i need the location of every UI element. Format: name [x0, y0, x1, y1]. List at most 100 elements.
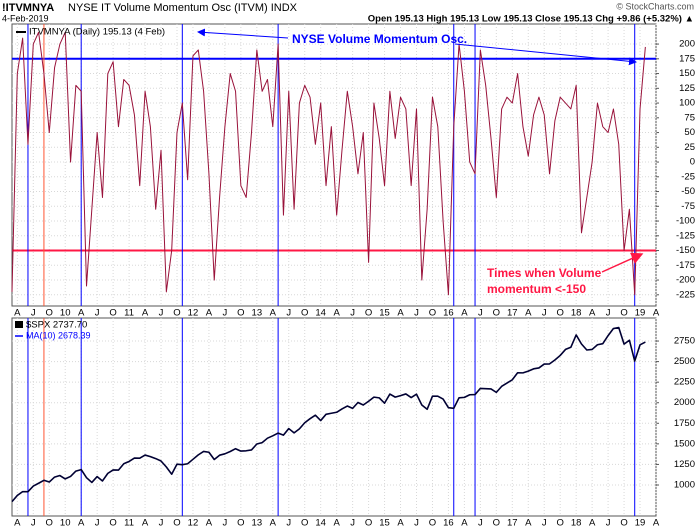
x-tick-label: J: [286, 518, 291, 529]
x-tick-label: A: [589, 308, 596, 319]
y-tick-label: 50: [684, 127, 695, 138]
x-tick-label: A: [78, 308, 85, 319]
x-tick-label: J: [606, 308, 611, 319]
index-name: NYSE IT Volume Momentum Osc (ITVM) INDX: [68, 2, 298, 14]
x-tick-label: 11: [124, 518, 134, 529]
x-tick-label: 19: [635, 518, 646, 529]
x-tick-label: A: [206, 308, 213, 319]
x-tick-label: O: [173, 308, 180, 319]
x-tick-label: O: [493, 518, 500, 529]
y-tick-label: -25: [681, 171, 695, 182]
y-tick-label: 2250: [674, 377, 695, 388]
x-tick-label: J: [159, 308, 164, 319]
x-tick-label: J: [350, 518, 355, 529]
y-tick-label: 200: [679, 39, 695, 50]
annotation-arrow: [197, 28, 289, 39]
x-tick-label: 11: [124, 308, 134, 319]
x-tick-label: O: [429, 308, 436, 319]
x-tick-label: J: [350, 308, 355, 319]
x-tick-label: J: [414, 308, 419, 319]
x-tick-label: A: [142, 308, 149, 319]
x-tick-label: 16: [443, 518, 454, 529]
y-tick-label: 125: [679, 83, 695, 94]
x-tick-label: O: [46, 518, 53, 529]
x-tick-label: A: [333, 308, 340, 319]
plot-frame: [11, 317, 657, 517]
x-tick-label: A: [270, 308, 277, 319]
y-tick-label: -150: [676, 245, 695, 256]
x-tick-label: J: [286, 308, 291, 319]
x-tick-label: A: [653, 308, 660, 319]
y-tick-label: -175: [676, 260, 695, 271]
y-tick-label: 2500: [674, 356, 695, 367]
x-tick-label: A: [142, 518, 149, 529]
x-tick-label: J: [606, 518, 611, 529]
x-tick-label: O: [301, 308, 308, 319]
y-tick-label: 1750: [674, 418, 695, 429]
x-tick-label: 14: [315, 518, 326, 529]
x-tick-label: O: [173, 518, 180, 529]
x-tick-label: O: [365, 518, 372, 529]
x-tick-label: A: [333, 518, 340, 529]
x-tick-label: J: [542, 308, 547, 319]
y-tick-label: 150: [679, 68, 695, 79]
date: 4-Feb-2019: [2, 13, 49, 23]
y-tick-label: 0: [690, 157, 695, 168]
x-tick-label: A: [397, 308, 404, 319]
x-tick-label: J: [31, 518, 36, 529]
x-tick-label: 12: [188, 308, 199, 319]
series-line: [11, 326, 646, 503]
x-tick-label: 19: [635, 308, 646, 319]
x-tick-label: 10: [60, 518, 71, 529]
x-tick-label: 13: [252, 518, 263, 529]
symbol: !ITVMNYA: [2, 2, 54, 14]
legend-label: $SPX 2737.70: [26, 320, 87, 331]
y-tick-label: 75: [684, 112, 695, 123]
x-tick-label: A: [525, 308, 532, 319]
x-tick-label: 17: [507, 518, 518, 529]
y-tick-label: 1000: [674, 480, 695, 491]
x-tick-label: O: [46, 308, 53, 319]
y-tick-label: -100: [676, 216, 695, 227]
credit: © StockCharts.com: [616, 1, 694, 11]
x-tick-label: O: [557, 308, 564, 319]
y-tick-label: 25: [684, 142, 695, 153]
x-tick-label: 16: [443, 308, 454, 319]
plot-layer: [11, 24, 656, 516]
x-tick-label: J: [478, 518, 483, 529]
x-tick-label: 18: [571, 518, 582, 529]
annotation: momentum <-150: [487, 282, 586, 296]
x-tick-label: J: [95, 308, 100, 319]
x-tick-label: 13: [252, 308, 263, 319]
legend-label: ITVMNYA (Daily) 195.13 (4 Feb): [29, 27, 165, 38]
x-tick-label: J: [223, 308, 228, 319]
y-tick-label: 2750: [674, 336, 695, 347]
legend-label: MA(10) 2678.39: [26, 330, 91, 340]
x-tick-label: O: [429, 518, 436, 529]
y-tick-label: 100: [679, 98, 695, 109]
quote: Open 195.13 High 195.13 Low 195.13 Close…: [368, 14, 694, 25]
x-tick-label: O: [301, 518, 308, 529]
x-tick-label: J: [159, 518, 164, 529]
x-tick-label: O: [557, 518, 564, 529]
x-tick-label: J: [414, 518, 419, 529]
x-tick-label: 10: [60, 308, 71, 319]
x-tick-label: 17: [507, 308, 518, 319]
legend-swatch: [15, 321, 23, 328]
annotation: Times when Volume: [487, 266, 602, 280]
x-tick-label: J: [223, 518, 228, 529]
y-tick-label: -125: [676, 230, 695, 241]
y-tick-label: 1250: [674, 459, 695, 470]
x-tick-label: A: [14, 308, 21, 319]
x-tick-label: A: [525, 518, 532, 529]
x-tick-label: 14: [315, 308, 326, 319]
y-tick-label: -200: [676, 275, 695, 286]
x-tick-label: O: [365, 308, 372, 319]
x-tick-label: J: [542, 518, 547, 529]
x-tick-label: A: [14, 518, 21, 529]
x-tick-label: O: [620, 308, 627, 319]
x-tick-label: 12: [188, 518, 199, 529]
x-tick-label: 15: [379, 518, 390, 529]
x-tick-label: J: [31, 308, 36, 319]
